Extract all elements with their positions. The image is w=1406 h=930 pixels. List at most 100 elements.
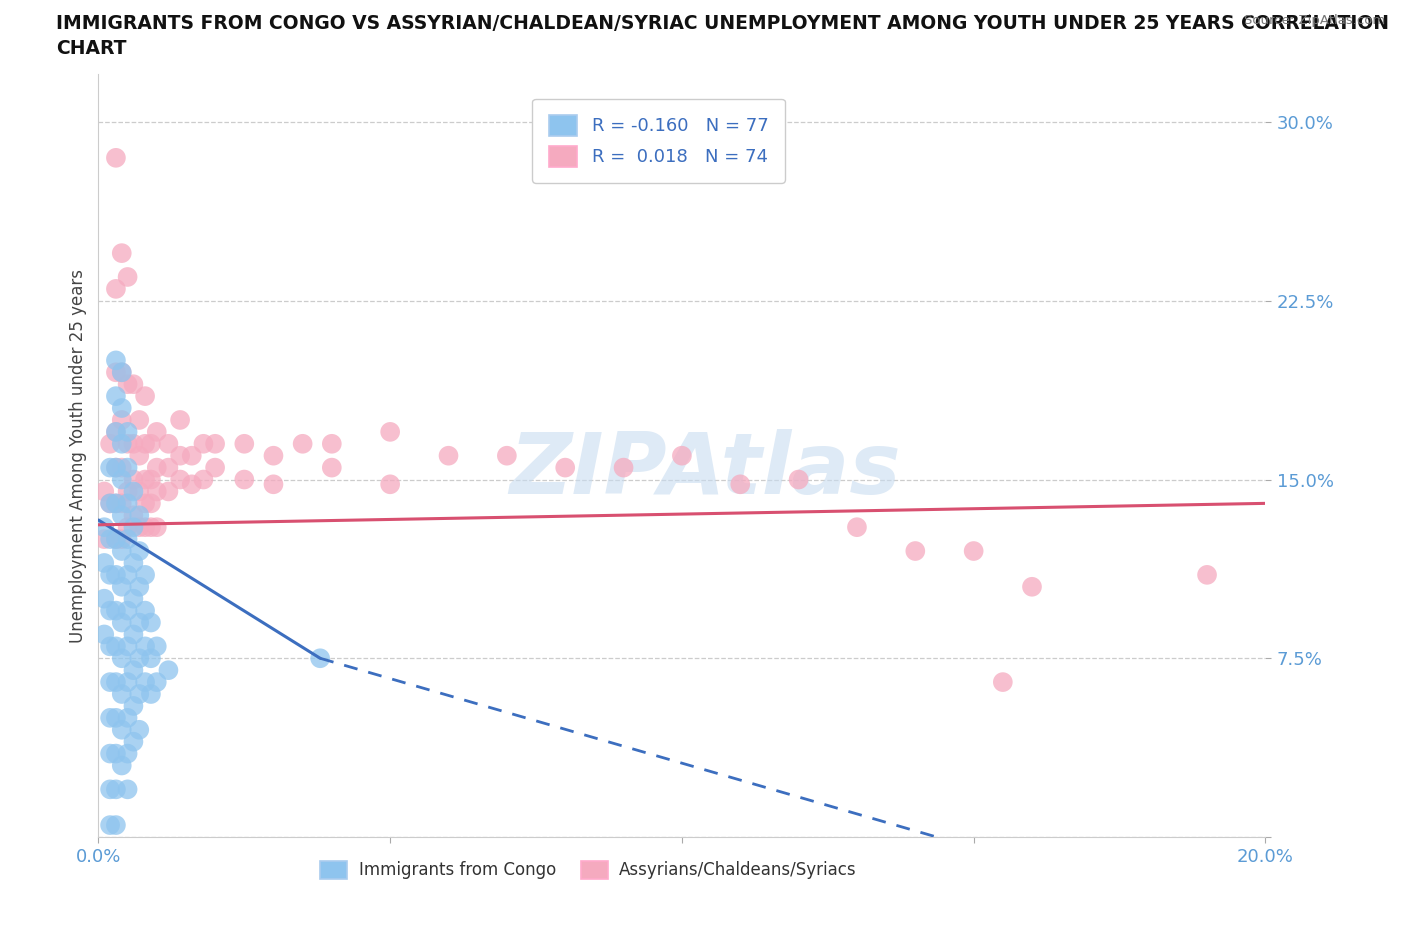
Point [146,520,169,535]
Point [139,496,162,511]
Point [122,520,145,535]
Point [128,413,150,428]
Point [128,615,150,630]
Point [139,472,162,487]
Point [104,460,127,475]
Point [128,448,150,463]
Point [180,448,202,463]
Point [98,496,121,511]
Point [104,782,127,797]
Point [111,413,134,428]
Point [98,639,121,654]
Point [122,591,145,606]
Point [134,520,156,535]
Point [98,532,121,547]
Point [134,674,156,689]
Point [134,389,156,404]
Point [104,639,127,654]
Point [146,674,169,689]
Point [128,651,150,666]
Point [111,543,134,558]
Point [134,604,156,618]
Point [93,532,115,547]
Point [134,436,156,451]
Y-axis label: Unemployment Among Youth under 25 years: Unemployment Among Youth under 25 years [69,269,87,643]
Point [157,663,180,678]
Point [157,436,180,451]
Point [193,436,215,451]
Point [98,674,121,689]
Point [962,543,984,558]
Point [262,477,284,492]
Point [169,413,191,428]
Point [117,567,139,582]
Point [111,579,134,594]
Point [117,782,139,797]
Point [104,424,127,439]
Point [122,627,145,642]
Point [122,377,145,392]
Text: IMMIGRANTS FROM CONGO VS ASSYRIAN/CHALDEAN/SYRIAC UNEMPLOYMENT AMONG YOUTH UNDER: IMMIGRANTS FROM CONGO VS ASSYRIAN/CHALDE… [56,14,1389,33]
Point [321,460,343,475]
Point [117,377,139,392]
Point [98,782,121,797]
Point [122,663,145,678]
Legend: Immigrants from Congo, Assyrians/Chaldeans/Syriacs: Immigrants from Congo, Assyrians/Chaldea… [314,854,863,886]
Point [139,520,162,535]
Point [117,711,139,725]
Point [991,674,1014,689]
Point [111,723,134,737]
Point [117,604,139,618]
Point [146,639,169,654]
Point [134,472,156,487]
Point [104,674,127,689]
Text: Source: ZipAtlas.com: Source: ZipAtlas.com [1244,14,1385,27]
Point [117,674,139,689]
Point [134,639,156,654]
Point [309,651,332,666]
Point [380,477,402,492]
Point [204,460,226,475]
Point [169,472,191,487]
Point [104,424,127,439]
Point [93,627,115,642]
Point [104,365,127,379]
Point [104,532,127,547]
Point [104,746,127,761]
Point [98,604,121,618]
Point [671,448,693,463]
Point [204,436,226,451]
Point [193,472,215,487]
Point [104,567,127,582]
Point [98,436,121,451]
Point [321,436,343,451]
Point [139,615,162,630]
Point [134,567,156,582]
Point [262,448,284,463]
Point [117,746,139,761]
Point [128,686,150,701]
Point [93,520,115,535]
Point [612,460,634,475]
Point [111,532,134,547]
Point [117,639,139,654]
Point [496,448,519,463]
Point [98,567,121,582]
Point [111,365,134,379]
Point [117,520,139,535]
Point [111,401,134,416]
Point [111,246,134,260]
Point [93,484,115,498]
Point [93,555,115,570]
Point [233,436,256,451]
Point [98,746,121,761]
Point [1021,579,1043,594]
Point [111,615,134,630]
Point [122,698,145,713]
Point [117,532,139,547]
Point [1195,567,1218,582]
Point [180,477,202,492]
Point [111,436,134,451]
Point [117,496,139,511]
Point [730,477,752,492]
